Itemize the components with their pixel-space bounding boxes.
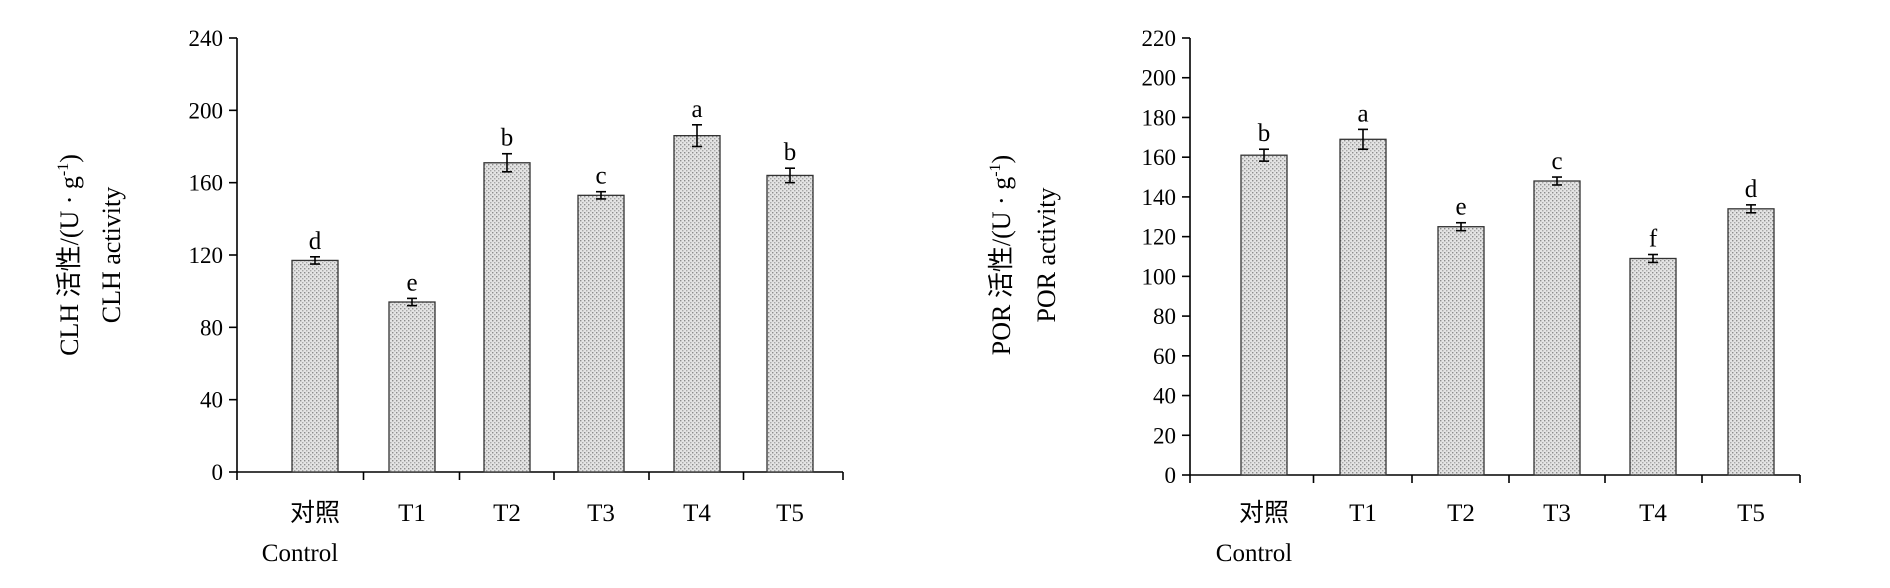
significance-label: a bbox=[1357, 100, 1368, 127]
significance-label: f bbox=[1649, 226, 1658, 253]
x-tick-label: 对照 bbox=[290, 499, 340, 527]
significance-label: c bbox=[1551, 148, 1562, 175]
y-axis-title: POR 活性/(U · g-1) bbox=[987, 155, 1016, 355]
y-axis-title-en: CLH activity bbox=[97, 187, 126, 323]
bar-1 bbox=[291, 259, 339, 473]
bar-3 bbox=[483, 162, 531, 473]
y-tick-label: 220 bbox=[1142, 26, 1177, 51]
y-axis-title-en: POR activity bbox=[1032, 187, 1061, 322]
significance-label: b bbox=[501, 125, 514, 152]
bar-2 bbox=[1339, 138, 1387, 476]
y-tick-label: 160 bbox=[189, 171, 224, 196]
x-tick-label: T3 bbox=[587, 500, 615, 527]
y-axis-title-main: POR 活性/(U · g bbox=[987, 177, 1016, 355]
bar-4 bbox=[1533, 180, 1581, 476]
bar-6 bbox=[1727, 208, 1775, 476]
bar-5 bbox=[673, 134, 721, 473]
x-tick-label: T5 bbox=[1737, 500, 1765, 527]
y-axis-title-main: CLH 活性/(U · g bbox=[55, 176, 84, 356]
x-tick-label: T5 bbox=[776, 500, 804, 527]
y-tick-label: 60 bbox=[1153, 344, 1176, 369]
bar-1 bbox=[1240, 154, 1288, 476]
x-tick-label: T4 bbox=[1639, 500, 1667, 527]
y-tick-label: 0 bbox=[1165, 463, 1177, 488]
x-tick-label: T1 bbox=[398, 500, 426, 527]
y-axis-title-sup: -1 bbox=[987, 163, 1004, 176]
x-tick-label: T2 bbox=[493, 500, 521, 527]
y-tick-label: 80 bbox=[1153, 304, 1176, 329]
significance-label: d bbox=[309, 228, 322, 255]
y-tick-label: 240 bbox=[189, 26, 224, 51]
chart-panel-2: 0 20 40 60 80 100 120 140 160 180 200 220 b 对照 a T1 e T2 c… bbox=[987, 26, 1801, 567]
significance-label: b bbox=[1258, 120, 1271, 147]
y-tick-label: 0 bbox=[212, 460, 224, 485]
significance-label: a bbox=[691, 96, 702, 123]
x-tick-label: T2 bbox=[1447, 500, 1475, 527]
significance-label: e bbox=[1455, 194, 1466, 221]
x-tick-label: T4 bbox=[683, 500, 711, 527]
significance-label: d bbox=[1745, 176, 1758, 203]
y-tick-label: 200 bbox=[189, 98, 224, 123]
bar-5 bbox=[1629, 257, 1677, 476]
x-tick-sublabel: Control bbox=[1216, 540, 1292, 567]
y-axis-title-close: ) bbox=[55, 154, 84, 163]
y-tick-label: 200 bbox=[1142, 66, 1177, 91]
bar-4 bbox=[577, 194, 625, 473]
x-tick-label: 对照 bbox=[1239, 499, 1289, 527]
bar-3 bbox=[1437, 226, 1485, 476]
chart-panel-1: 0 40 80 120 160 200 240 d 对照 e T1 b T2 c T3 a T4 b T5 Contr… bbox=[55, 26, 844, 567]
y-axis-title-sup: -1 bbox=[55, 163, 72, 176]
y-tick-label: 100 bbox=[1142, 264, 1177, 289]
bar-2 bbox=[388, 301, 436, 473]
y-tick-label: 120 bbox=[1142, 225, 1177, 250]
significance-label: b bbox=[784, 139, 797, 166]
y-tick-label: 20 bbox=[1153, 423, 1176, 448]
y-tick-label: 120 bbox=[189, 243, 224, 268]
x-tick-sublabel: Control bbox=[262, 540, 338, 567]
y-axis-title: CLH 活性/(U · g-1) bbox=[55, 154, 84, 356]
y-tick-label: 180 bbox=[1142, 105, 1177, 130]
significance-label: e bbox=[406, 269, 417, 296]
bar-6 bbox=[766, 174, 814, 473]
y-axis-title-close: ) bbox=[987, 155, 1016, 164]
y-tick-label: 80 bbox=[200, 315, 223, 340]
y-tick-label: 40 bbox=[200, 388, 223, 413]
y-tick-label: 160 bbox=[1142, 145, 1177, 170]
x-tick-label: T1 bbox=[1349, 500, 1377, 527]
significance-label: c bbox=[595, 163, 606, 190]
y-tick-label: 40 bbox=[1153, 384, 1176, 409]
y-tick-label: 140 bbox=[1142, 185, 1177, 210]
x-tick-label: T3 bbox=[1543, 500, 1571, 527]
